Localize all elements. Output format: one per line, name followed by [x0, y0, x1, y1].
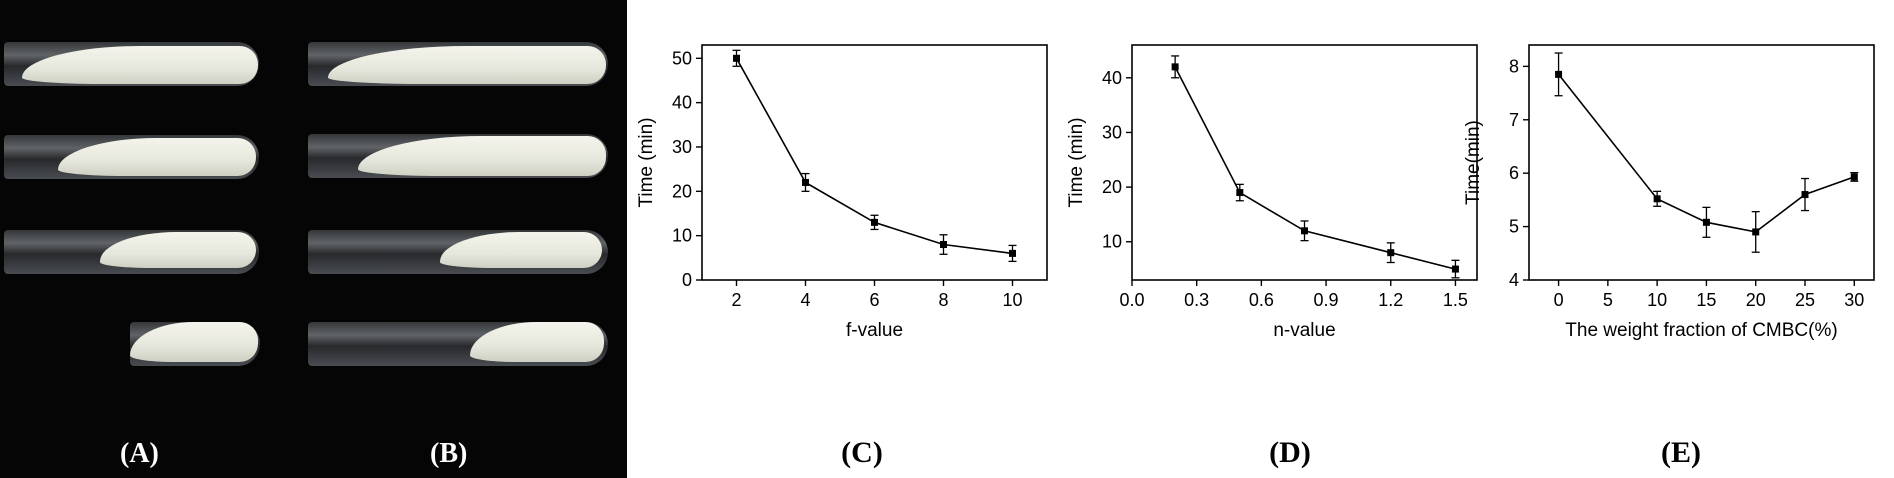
- x-axis-label: n-value: [1273, 320, 1335, 341]
- y-tick-label: 10: [672, 226, 692, 246]
- x-tick-label: 1.5: [1443, 290, 1468, 310]
- y-tick-label: 20: [1102, 177, 1122, 197]
- x-tick-label: 0.0: [1119, 290, 1144, 310]
- x-tick-label: 0.9: [1314, 290, 1339, 310]
- y-tick-label: 10: [1102, 232, 1122, 252]
- x-tick-label: 2: [731, 290, 741, 310]
- data-point: [1801, 191, 1809, 199]
- x-tick-label: 0: [1554, 290, 1564, 310]
- photo-panel: (A) (B): [0, 0, 627, 478]
- x-tick-label: 20: [1746, 290, 1766, 310]
- data-point: [1451, 265, 1459, 273]
- y-tick-label: 6: [1509, 163, 1519, 183]
- chart-d: 0.0 0.3 0.6 0.9 1.2 1.5 10 20 30 40 n-value Time (m…: [1066, 44, 1478, 341]
- y-tick-label: 8: [1509, 56, 1519, 76]
- x-tick-label: 1.2: [1378, 290, 1403, 310]
- panel-label-b: (B): [430, 438, 468, 469]
- y-tick-label: 40: [1102, 68, 1122, 88]
- x-tick-label: 0.6: [1249, 290, 1274, 310]
- data-point: [1653, 195, 1661, 203]
- x-tick-label: 10: [1647, 290, 1667, 310]
- y-tick-label: 30: [672, 137, 692, 157]
- chart-c: 2 4 6 8 10 0 10 20 30 40 50 f-value Time (min): [636, 44, 1048, 341]
- plot-frame: [1131, 44, 1478, 281]
- y-tick-label: 30: [1102, 122, 1122, 142]
- y-tick-label: 20: [672, 181, 692, 201]
- x-tick-label: 0.3: [1184, 290, 1209, 310]
- x-tick-label: 10: [1002, 290, 1022, 310]
- data-point: [1301, 227, 1308, 235]
- x-tick-label: 4: [800, 290, 810, 310]
- data-point: [1009, 249, 1016, 257]
- x-tick-label: 25: [1795, 290, 1815, 310]
- x-tick-label: 15: [1696, 290, 1716, 310]
- x-tick-label: 5: [1603, 290, 1613, 310]
- y-tick-label: 5: [1509, 217, 1519, 237]
- y-tick-label: 0: [682, 270, 692, 290]
- y-axis-label: Time (min): [1066, 117, 1087, 207]
- x-tick-label: 30: [1844, 290, 1864, 310]
- data-point: [1850, 173, 1858, 181]
- chart-e: 0 5 10 15 20 25 30 4 5 6 7 8 The weight fraction of …: [1463, 44, 1875, 341]
- data-point: [1387, 249, 1395, 257]
- y-tick-label: 4: [1509, 270, 1519, 290]
- y-axis-label: Time(min): [1463, 120, 1484, 205]
- data-point: [871, 218, 878, 226]
- x-axis-label: The weight fraction of CMBC(%): [1565, 320, 1837, 341]
- y-axis-label: Time (min): [636, 117, 657, 207]
- x-tick-label: 8: [938, 290, 948, 310]
- data-point: [802, 178, 809, 186]
- plot-frame: [701, 44, 1048, 281]
- series-line: [1557, 73, 1855, 233]
- data-point: [1752, 228, 1760, 236]
- data-point: [1236, 189, 1244, 197]
- panel-label-a: (A): [120, 438, 159, 469]
- data-point: [1702, 218, 1710, 226]
- y-tick-label: 50: [672, 48, 692, 68]
- x-axis-label: f-value: [846, 320, 903, 341]
- panel-label-e: (E): [1661, 436, 1701, 469]
- y-tick-label: 40: [672, 93, 692, 113]
- data-point: [940, 241, 947, 249]
- panel-label-c: (C): [841, 436, 883, 469]
- data-point: [733, 54, 740, 62]
- data-point: [1171, 63, 1179, 71]
- data-point: [1555, 70, 1563, 78]
- x-tick-label: 6: [869, 290, 879, 310]
- panel-label-d: (D): [1269, 436, 1311, 469]
- plot-frame: [1528, 44, 1875, 281]
- y-tick-label: 7: [1509, 110, 1519, 130]
- series-line: [1174, 66, 1456, 270]
